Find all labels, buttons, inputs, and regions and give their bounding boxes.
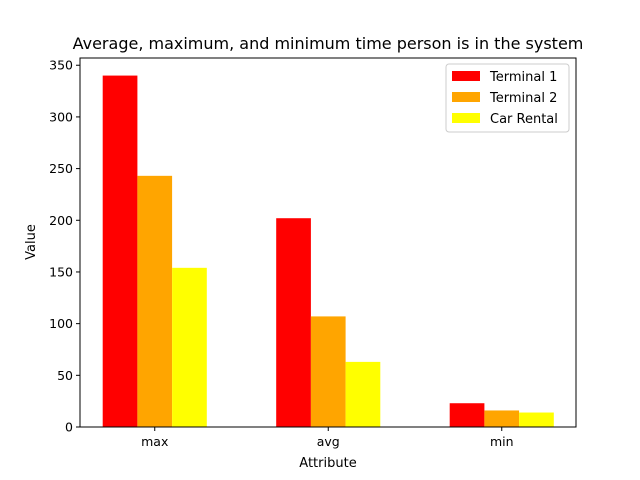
y-tick-label: 200 xyxy=(49,213,73,228)
plot-area: 0 50 100 150 200 250 300 350 max avg min xyxy=(49,57,577,449)
bar-terminal-1-avg xyxy=(276,218,311,427)
legend-swatch-terminal-2 xyxy=(452,92,480,102)
bar-terminal-1-min xyxy=(449,403,485,427)
bar-terminal-1-max xyxy=(102,75,138,428)
legend-swatch-terminal-1 xyxy=(452,71,480,81)
legend-label-terminal-1: Terminal 1 xyxy=(489,70,557,85)
legend-swatch-car-rental xyxy=(452,113,480,123)
bar-car-rental-max xyxy=(172,267,207,427)
legend-label-terminal-2: Terminal 2 xyxy=(489,91,557,106)
legend: Terminal 1 Terminal 2 Car Rental xyxy=(445,63,570,133)
y-tick-label: 250 xyxy=(49,161,73,176)
y-tick-label: 100 xyxy=(49,316,73,331)
x-tick-label: min xyxy=(490,434,514,449)
bar-car-rental-avg xyxy=(345,361,381,427)
bar-terminal-2-min xyxy=(484,410,520,427)
x-tick-label: max xyxy=(141,434,168,449)
bar-terminal-2-max xyxy=(137,175,173,427)
bar-car-rental-min xyxy=(519,412,554,427)
y-tick-label: 350 xyxy=(49,58,73,73)
chart-title: Average, maximum, and minimum time perso… xyxy=(73,34,584,53)
legend-label-car-rental: Car Rental xyxy=(490,112,558,127)
x-tick-label: avg xyxy=(317,434,340,449)
y-tick-label: 0 xyxy=(65,420,73,435)
y-tick-label: 50 xyxy=(57,368,73,383)
y-axis-label: Value xyxy=(24,224,39,260)
y-tick-label: 150 xyxy=(49,264,73,279)
y-tick-label: 300 xyxy=(49,109,73,124)
x-axis-label: Attribute xyxy=(299,456,356,471)
bar-terminal-2-avg xyxy=(310,316,346,427)
